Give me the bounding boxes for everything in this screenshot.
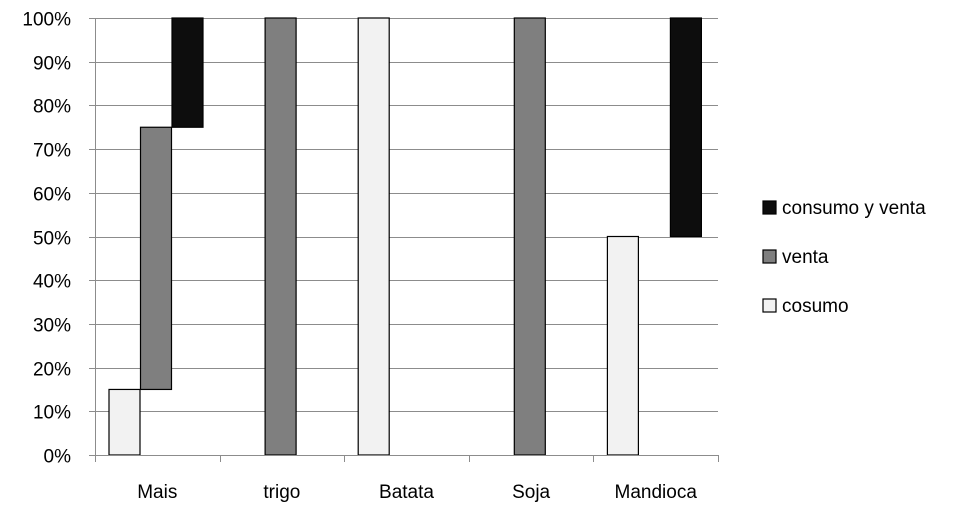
bar-cosumo-mandioca — [606, 235, 640, 456]
x-axis-category-labels: Mais trigo Batata Soja Mandioca — [137, 482, 697, 503]
x-category-label: Soja — [512, 482, 550, 503]
bar-cosumo-batata — [357, 17, 390, 456]
legend: consumo y venta venta cosumo — [762, 198, 926, 317]
bars — [108, 17, 703, 456]
y-tick-label: 60% — [33, 185, 71, 206]
y-axis-tick-labels: 0% 10% 20% 30% 40% 50% 60% 70% 80% 90% 100% — [22, 10, 71, 468]
y-tick-label: 30% — [33, 316, 71, 337]
x-category-label: Mandioca — [615, 482, 698, 503]
legend-label: consumo y venta — [782, 198, 926, 219]
bar-consumo-y-venta-mais — [171, 17, 204, 128]
bar-venta-mais — [139, 126, 173, 391]
legend-label: cosumo — [782, 296, 849, 317]
y-tick-label: 70% — [33, 141, 71, 162]
y-tick-label: 20% — [33, 360, 71, 381]
axes — [89, 18, 719, 462]
y-tick-label: 90% — [33, 54, 71, 75]
bar-venta-trigo — [264, 17, 297, 456]
legend-swatch-cosumo — [762, 298, 777, 313]
bar-consumo-y-venta-mandioca — [669, 17, 703, 238]
legend-swatch-consumo-y-venta — [762, 200, 777, 215]
legend-label: venta — [782, 247, 829, 268]
bar-venta-soja — [513, 17, 546, 456]
y-tick-label: 100% — [22, 10, 71, 31]
x-category-label: Batata — [379, 482, 434, 503]
y-tick-label: 80% — [33, 97, 71, 118]
y-tick-label: 50% — [33, 229, 71, 250]
x-category-label: trigo — [263, 482, 300, 503]
legend-swatch-venta — [762, 249, 777, 264]
y-tick-label: 40% — [33, 272, 71, 293]
x-category-label: Mais — [137, 482, 177, 503]
y-tick-label: 0% — [44, 447, 72, 468]
bar-cosumo-mais — [108, 388, 141, 456]
y-tick-label: 10% — [33, 403, 71, 424]
